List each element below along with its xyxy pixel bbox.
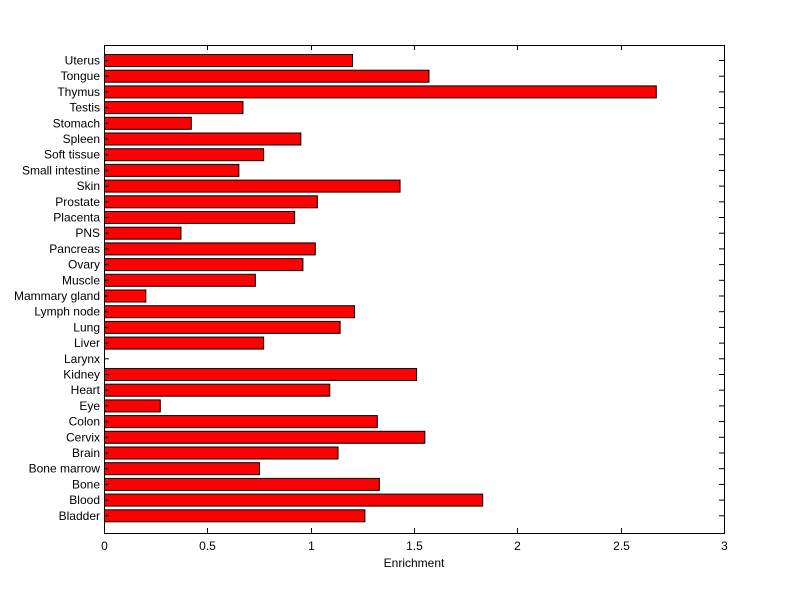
y-tick-label: Small intestine [22, 163, 100, 177]
bar-tongue [104, 69, 430, 83]
y-tick-label: Bone marrow [29, 462, 101, 476]
ticks-group [104, 45, 725, 533]
y-tick-label: Bladder [59, 509, 100, 523]
bar-lymph-node [104, 305, 356, 319]
x-tick-labels: 0 0.5 1 1.5 2 2.5 3 [101, 539, 728, 553]
y-tick-label: Spleen [63, 132, 100, 146]
x-tick-label: 3 [721, 539, 728, 553]
bar-ovary [104, 258, 304, 272]
y-tick-label: Skin [77, 179, 100, 193]
y-tick-label: Cervix [66, 430, 100, 444]
bar-bone-marrow [104, 462, 260, 476]
bar-stomach [104, 116, 192, 130]
bar-muscle [104, 273, 256, 287]
bar-liver [104, 336, 265, 350]
x-tick-label: 2.5 [613, 539, 630, 553]
y-tick-label: Soft tissue [44, 148, 100, 162]
x-tick-label: 0 [101, 539, 108, 553]
bar-placenta [104, 211, 296, 224]
y-tick-label: Liver [74, 336, 100, 350]
plot-area [104, 45, 724, 533]
y-tick-label: Thymus [57, 85, 100, 99]
y-tick-label: Testis [69, 101, 100, 115]
x-tick-label: 0.5 [199, 539, 216, 553]
y-tick-label: Colon [69, 415, 100, 429]
y-tick-label: Mammary gland [14, 289, 100, 303]
y-tick-label: Prostate [55, 195, 100, 209]
y-tick-label: Heart [71, 383, 101, 397]
y-tick-label: Lung [73, 320, 100, 334]
y-tick-label: Tongue [61, 69, 101, 83]
y-tick-label: Pancreas [49, 242, 100, 256]
bar-colon [104, 415, 378, 429]
bar-soft-tissue [104, 148, 265, 162]
x-tick-label: 1 [308, 539, 315, 553]
bar-testis [104, 101, 244, 115]
y-tick-label: Placenta [53, 211, 100, 225]
bar-mammary-gland [104, 289, 147, 303]
x-tick-label: 2 [514, 539, 521, 553]
y-tick-label: Uterus [65, 54, 100, 68]
bar-blood [104, 493, 484, 507]
bar-bladder [104, 509, 366, 523]
bar-pancreas [104, 242, 316, 256]
bar-skin [104, 179, 401, 193]
y-tick-label: Ovary [68, 258, 100, 272]
bar-heart [104, 383, 331, 397]
bar-bone [104, 477, 380, 491]
y-tick-label: Eye [79, 399, 100, 413]
bar-eye [104, 399, 161, 413]
x-tick-label: 1.5 [406, 539, 423, 553]
bar-lung [104, 320, 341, 334]
y-tick-label: Lymph node [34, 305, 100, 319]
y-tick-label: Brain [72, 446, 100, 460]
y-tick-label: Bone [72, 477, 100, 491]
bar-brain [104, 446, 339, 460]
y-tick-label: Stomach [53, 116, 100, 130]
y-tick-label: Muscle [62, 273, 100, 287]
bar-prostate [104, 195, 318, 209]
bar-uterus [104, 54, 353, 67]
bar-small-intestine [104, 163, 240, 177]
x-axis-label: Enrichment [384, 556, 445, 570]
bar-spleen [104, 132, 302, 146]
y-tick-label: Kidney [63, 368, 100, 382]
bar-pns [104, 226, 182, 240]
bar-thymus [104, 85, 657, 99]
bar-cervix [104, 430, 426, 444]
bar-kidney [104, 368, 418, 381]
y-tick-label: PNS [75, 226, 100, 240]
y-tick-label: Larynx [64, 352, 100, 366]
y-tick-label: Blood [69, 493, 100, 507]
